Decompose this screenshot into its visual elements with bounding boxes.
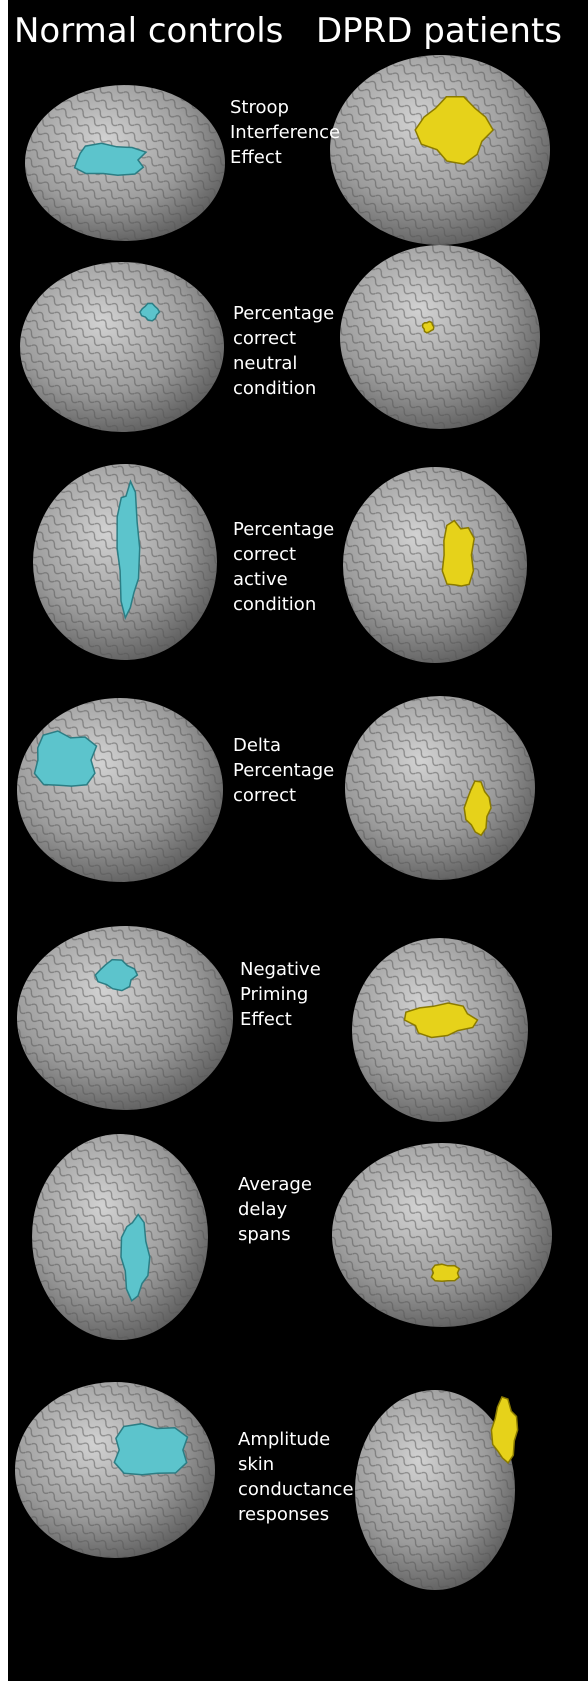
row-label: skin bbox=[238, 1454, 274, 1475]
row-label: Amplitude bbox=[238, 1429, 330, 1450]
row-label: Effect bbox=[240, 1009, 292, 1030]
left-border bbox=[0, 0, 8, 1681]
activation-cyan bbox=[33, 730, 98, 787]
activation-cyan bbox=[113, 1422, 189, 1476]
row-label: neutral bbox=[233, 353, 297, 374]
brain-texture bbox=[343, 467, 527, 663]
activation-yellow bbox=[430, 1263, 461, 1282]
row-label: correct bbox=[233, 785, 296, 806]
brain-texture bbox=[332, 1143, 552, 1327]
activation-cyan bbox=[116, 479, 141, 620]
row-label: correct bbox=[233, 328, 296, 349]
header-right: DPRD patients bbox=[316, 11, 562, 51]
row-label: Average bbox=[238, 1174, 312, 1195]
row-label: condition bbox=[233, 594, 316, 615]
row-label: spans bbox=[238, 1224, 291, 1245]
row-label: Effect bbox=[230, 147, 282, 168]
activation-yellow bbox=[414, 95, 495, 165]
activation-yellow bbox=[421, 320, 435, 334]
brain-texture bbox=[17, 698, 223, 882]
activation-yellow bbox=[490, 1396, 519, 1465]
row-label: Percentage bbox=[233, 519, 334, 540]
activation-cyan bbox=[94, 958, 139, 992]
brain-texture bbox=[345, 696, 535, 880]
activation-yellow bbox=[403, 1002, 479, 1039]
header-left: Normal controls bbox=[14, 11, 283, 51]
row-label: condition bbox=[233, 378, 316, 399]
brain-texture bbox=[355, 1390, 515, 1590]
brain-texture bbox=[17, 926, 233, 1110]
activation-cyan bbox=[139, 302, 161, 322]
row-label: Stroop bbox=[230, 97, 289, 118]
activation-yellow bbox=[463, 780, 492, 837]
activation-cyan bbox=[120, 1213, 151, 1302]
activation-yellow bbox=[441, 519, 475, 587]
row-label: responses bbox=[238, 1504, 329, 1525]
row-label: correct bbox=[233, 544, 296, 565]
row-label: Priming bbox=[240, 984, 308, 1005]
brain-texture bbox=[340, 245, 540, 429]
row-label: delay bbox=[238, 1199, 288, 1220]
brain-texture bbox=[32, 1134, 208, 1340]
row-label: Negative bbox=[240, 959, 321, 980]
row-label: Percentage bbox=[233, 303, 334, 324]
row-label: Percentage bbox=[233, 760, 334, 781]
rows: Stroop Interference Effect Percentage correc… bbox=[15, 55, 552, 1590]
brain-texture bbox=[20, 262, 224, 432]
row-label: conductance bbox=[238, 1479, 354, 1500]
row-label: Delta bbox=[233, 735, 281, 756]
row-label: active bbox=[233, 569, 288, 590]
row-label: Interference bbox=[230, 122, 340, 143]
brain-texture bbox=[15, 1382, 215, 1558]
activation-cyan bbox=[73, 142, 148, 177]
